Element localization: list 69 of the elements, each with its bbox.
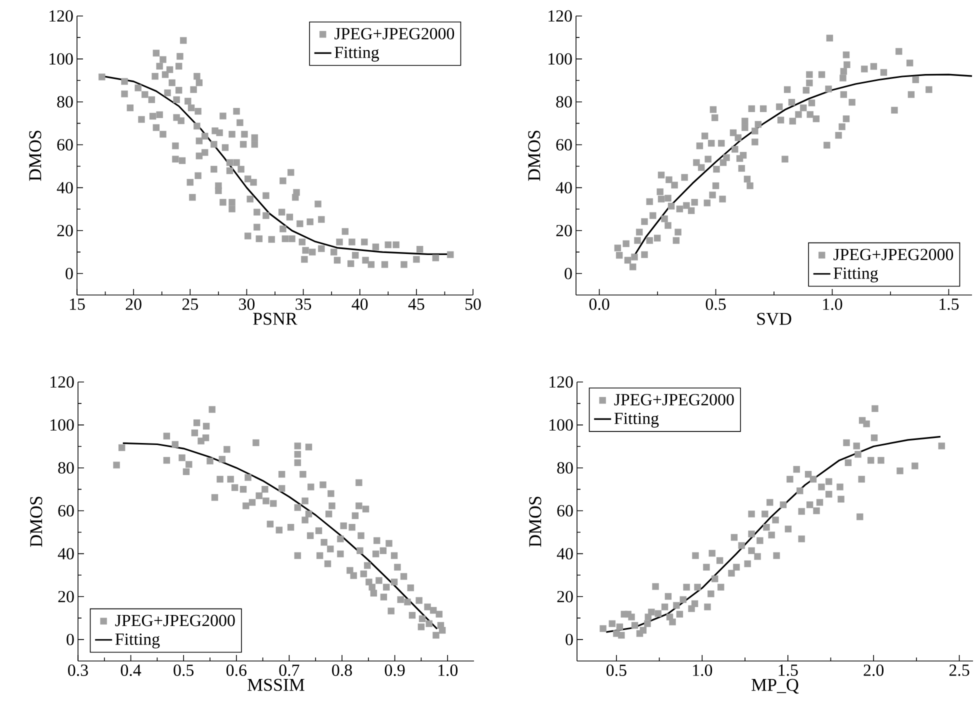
x-tick-label: 1.0 [438,664,458,676]
x-tick-label: 1.5 [940,298,959,310]
x-tick-label: 0.9 [384,664,405,676]
y-tick-label: 20 [556,224,572,236]
y-tick-label: 80 [57,96,73,108]
y-tick-label: 60 [557,505,573,516]
legend-label: Fitting [834,268,878,282]
y-axis-title: DMOS [528,130,540,181]
legend-label: Fitting [115,634,160,648]
y-axis-title: DMOS [29,130,42,181]
legend-label: JPEG+JPEG2000 [334,28,454,40]
legend-label: JPEG+JPEG2000 [115,614,235,626]
y-tick-label: 120 [548,10,572,22]
x-tick-label: 0.5 [606,664,626,676]
legend-label: JPEG+JPEG2000 [834,248,954,260]
y-tick-label: 0 [564,268,572,280]
legend-label: Fitting [334,46,379,62]
x-tick-label: 20 [126,298,142,310]
x-tick-label: 1.0 [823,298,842,310]
x-axis-title: SVD [757,312,792,325]
x-axis-title: PSNR [253,312,298,325]
x-axis-title: MSSIM [248,678,304,691]
x-tick-label: 1.0 [693,664,712,676]
y-tick-label: 20 [58,590,74,602]
x-tick-label: 30 [239,298,255,310]
y-tick-label: 120 [50,10,73,22]
y-tick-label: 100 [550,419,573,431]
y-tick-label: 80 [557,462,573,474]
x-tick-label: 0.6 [226,664,246,676]
x-tick-label: 0.7 [279,664,300,676]
x-tick-label: 15 [70,298,85,310]
x-tick-label: 2.5 [949,664,970,676]
y-tick-label: 60 [57,139,73,150]
y-tick-label: 100 [50,53,73,65]
y-tick-label: 20 [557,590,573,602]
y-tick-label: 120 [550,376,573,388]
x-tick-label: 0.8 [332,664,352,676]
y-tick-label: 60 [556,139,572,150]
x-tick-label: 35 [296,298,312,310]
y-tick-label: 100 [548,53,572,65]
x-tick-label: 50 [466,298,481,310]
legend-label: JPEG+JPEG2000 [614,394,734,406]
x-tick-label: 25 [182,298,198,310]
y-tick-label: 40 [556,548,573,560]
x-axis-title: MP_Q [752,678,799,694]
y-tick-label: 0 [66,268,73,280]
x-tick-label: 0.5 [174,664,194,676]
y-tick-label: 40 [58,548,74,560]
y-tick-label: 0 [66,634,74,646]
x-tick-label: 0.0 [589,298,610,310]
y-tick-label: 80 [58,462,74,474]
x-tick-label: 0.3 [68,664,88,676]
y-axis-title: DMOS [30,496,42,547]
y-axis-title: DMOS [529,496,542,547]
x-tick-label: 45 [408,298,424,310]
x-tick-label: 2.0 [864,664,884,676]
y-tick-label: 0 [566,634,573,646]
x-tick-label: 0.4 [120,664,142,676]
x-tick-label: 0.5 [706,298,726,310]
y-tick-label: 60 [58,505,74,516]
y-tick-label: 120 [50,376,74,388]
y-tick-label: 40 [556,182,572,194]
y-tick-label: 40 [56,182,73,194]
x-tick-label: 1.5 [778,664,798,676]
legend-label: Fitting [614,412,659,428]
y-tick-label: 100 [50,419,74,431]
y-tick-label: 80 [556,96,572,108]
y-tick-label: 20 [57,224,73,236]
x-tick-label: 40 [352,298,368,310]
